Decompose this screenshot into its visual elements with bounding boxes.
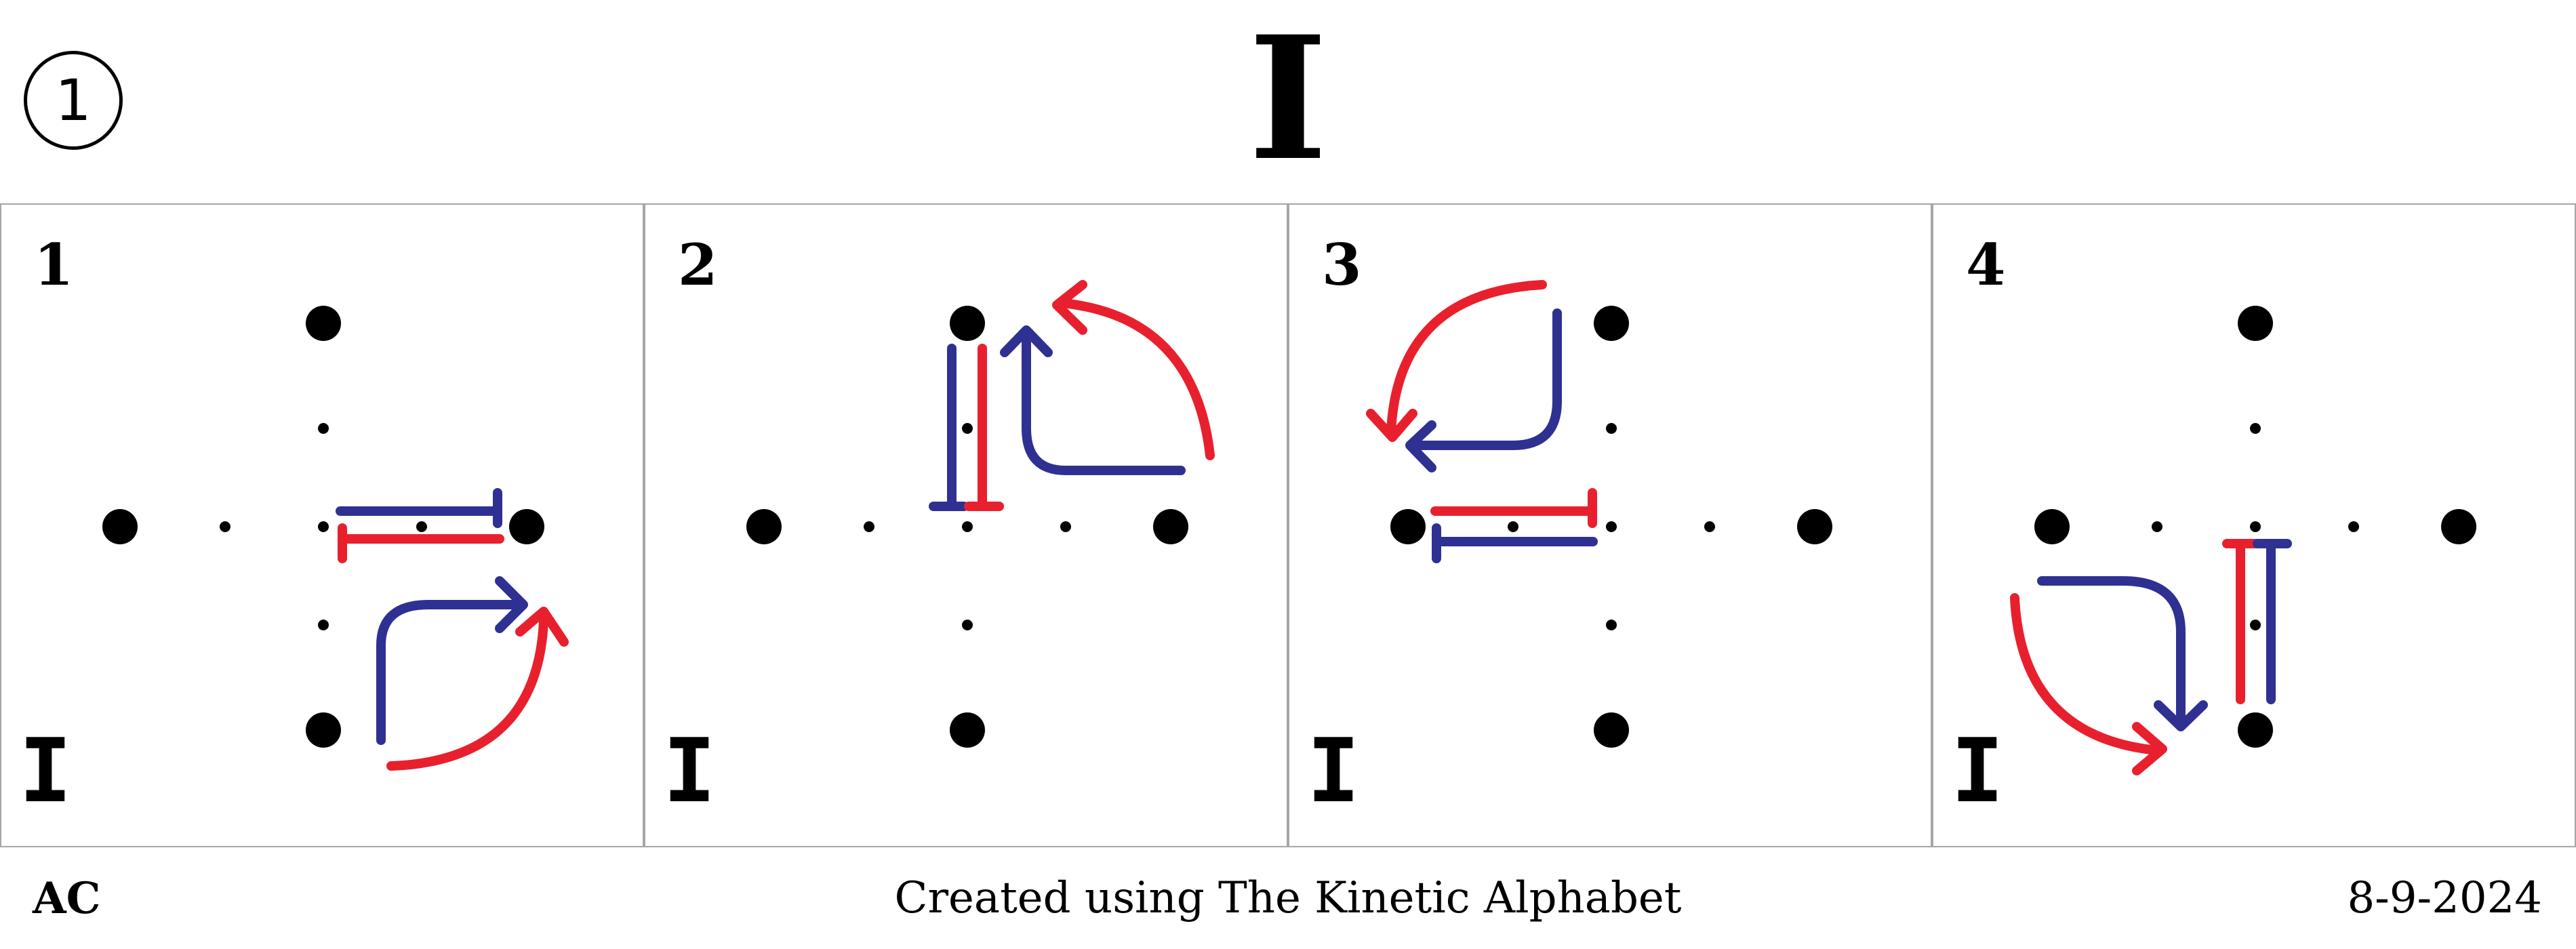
inner-dot — [1606, 423, 1617, 434]
grid-dots — [102, 306, 544, 748]
panel-2: 2 I — [644, 203, 1288, 847]
inner-dot — [1606, 521, 1617, 532]
red-curve-arrow — [2010, 593, 2162, 755]
panel-number: 2 — [678, 231, 717, 298]
panel-number: 4 — [1966, 231, 2005, 298]
credit-text: Created using The Kinetic Alphabet — [894, 873, 1682, 923]
date-text: 8-9-2024 — [2347, 873, 2542, 923]
blue-bar — [1432, 523, 1598, 563]
red-bar — [1430, 488, 1597, 528]
red-arrowhead — [2132, 722, 2167, 775]
panel-2-diagram: 2 I — [663, 231, 1215, 822]
page-number-badge: 1 — [24, 51, 123, 150]
panel-letter: I — [1307, 719, 1360, 822]
page-title: I — [1248, 0, 1328, 198]
blue-arrowhead — [2154, 700, 2208, 731]
inner-dot — [962, 423, 973, 434]
panel-3: 3 I — [1288, 203, 1932, 847]
blue-arrowhead — [1405, 420, 1436, 472]
panel-letter: I — [1951, 719, 2004, 822]
inner-dot — [416, 521, 427, 532]
red-bar — [338, 523, 504, 563]
outer-dot-bottom — [2238, 712, 2273, 748]
inner-dot — [962, 620, 973, 630]
inner-dot — [318, 521, 329, 532]
red-bar — [964, 344, 1004, 511]
inner-dot — [2152, 521, 2162, 532]
inner-dot — [1508, 521, 1518, 532]
inner-dot — [2250, 620, 2261, 630]
panel-3-diagram: 3 I — [1307, 231, 1832, 822]
inner-dot — [1606, 620, 1617, 630]
outer-dot-top — [306, 306, 341, 341]
panel-1-diagram: 1 I — [19, 231, 569, 822]
panel-letter: I — [19, 719, 72, 822]
blue-arrowhead — [495, 576, 528, 633]
panel-letter: I — [663, 719, 716, 822]
author-initials: AC — [33, 873, 101, 924]
outer-dot-right — [1153, 509, 1188, 544]
outer-dot-bottom — [1594, 712, 1629, 748]
outer-dot-right — [509, 509, 544, 544]
panel-number: 1 — [34, 231, 73, 298]
red-bar — [2222, 539, 2260, 704]
outer-dot-left — [2034, 509, 2070, 544]
blue-curve-arrow — [1022, 332, 1186, 475]
red-arrowhead — [515, 607, 569, 647]
grid-dots — [746, 306, 1188, 748]
blue-arrowhead — [1000, 325, 1053, 357]
inner-dot — [2348, 521, 2359, 532]
header: 1 I — [0, 0, 2576, 203]
inner-dot — [1704, 521, 1715, 532]
blue-curve-arrow — [376, 600, 525, 745]
outer-dot-bottom — [306, 712, 341, 748]
red-curve-arrow — [386, 617, 548, 771]
blue-bar — [336, 488, 502, 528]
outer-dot-left — [1390, 509, 1426, 544]
blue-bar — [929, 344, 969, 511]
outer-dot-top — [2238, 306, 2273, 341]
inner-dot — [220, 521, 230, 532]
outer-dot-left — [746, 509, 782, 544]
footer: AC Created using The Kinetic Alphabet 8-… — [0, 847, 2576, 949]
inner-dot — [318, 620, 329, 630]
outer-dot-left — [102, 509, 138, 544]
blue-curve-arrow — [2037, 576, 2186, 728]
red-arrowhead — [1366, 409, 1417, 442]
outer-dot-right — [2441, 509, 2476, 544]
grid-dots — [2034, 306, 2476, 748]
inner-dot — [1060, 521, 1071, 532]
red-arrowhead — [1052, 280, 1087, 335]
panel-4: 4 I — [1932, 203, 2576, 847]
blue-curve-arrow — [1410, 308, 1562, 450]
outer-dot-top — [1594, 306, 1629, 341]
outer-dot-right — [1797, 509, 1832, 544]
inner-dot — [864, 521, 874, 532]
panel-1: 1 I — [0, 203, 644, 847]
red-curve-arrow — [1386, 280, 1547, 437]
outer-dot-top — [950, 306, 985, 341]
blue-bar — [2253, 539, 2292, 704]
grid-dots — [1390, 306, 1832, 748]
outer-dot-bottom — [950, 712, 985, 748]
red-curve-arrow — [1058, 298, 1215, 460]
inner-dot — [318, 423, 329, 434]
inner-dot — [962, 521, 973, 532]
panel-4-diagram: 4 I — [1951, 231, 2476, 822]
inner-dot — [2250, 521, 2261, 532]
panel-number: 3 — [1322, 231, 1361, 298]
panel-strip: 1 I 2 — [0, 203, 2576, 847]
inner-dot — [2250, 423, 2261, 434]
